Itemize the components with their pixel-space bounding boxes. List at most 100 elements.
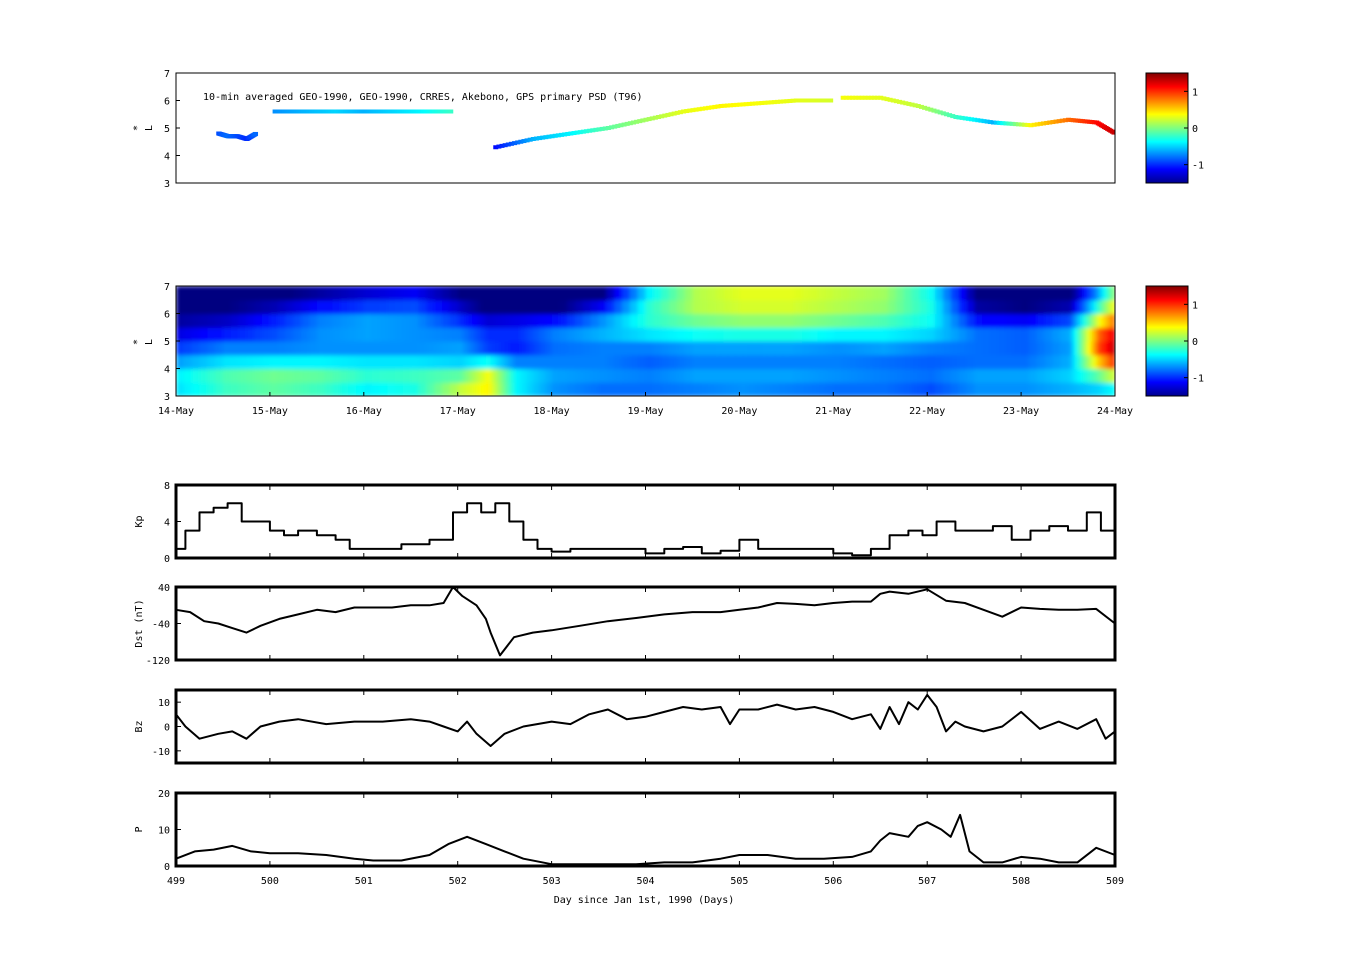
heatmap-cell [402, 327, 412, 342]
heatmap-cell [1005, 313, 1014, 328]
psd-point [1006, 121, 1012, 126]
heatmap-cell [903, 286, 913, 301]
heatmap-cell [199, 313, 208, 328]
heatmap-cell [539, 354, 546, 370]
psd-point [1050, 120, 1056, 125]
psd-point [303, 109, 309, 114]
heatmap-cell [935, 313, 944, 328]
y-tick-label: 4 [164, 518, 170, 529]
psd-point [621, 122, 627, 127]
heatmap-cell [504, 286, 510, 301]
heatmap-cell [1028, 299, 1038, 315]
heatmap-cell [817, 368, 827, 383]
heatmap-cell [309, 354, 318, 370]
heatmap-cell [989, 327, 999, 342]
heatmap-cell [606, 368, 615, 383]
heatmap-cell [199, 299, 208, 315]
heatmap-cell [1068, 327, 1074, 342]
heatmap-cell [903, 382, 913, 396]
heatmap-cell [606, 354, 615, 370]
heatmap-cell [645, 313, 654, 328]
heatmap-cell [442, 354, 451, 370]
psd-point [696, 107, 702, 112]
heatmap-cell [1028, 313, 1038, 328]
heatmap-cell [614, 341, 623, 356]
heatmap-cell [668, 382, 678, 396]
heatmap-cell [495, 299, 501, 315]
heatmap-cell [499, 299, 506, 315]
heatmap-cell [692, 286, 701, 301]
heatmap-cell [582, 286, 592, 301]
x-tick-label: 504 [636, 876, 654, 887]
axes-frame [175, 72, 1116, 184]
heatmap-cell [809, 341, 819, 356]
heatmap-cell [340, 382, 349, 396]
kp-series-line [176, 502, 1116, 557]
psd-point [496, 144, 502, 149]
heatmap-cell [545, 382, 553, 396]
heatmap-cell [324, 354, 334, 370]
heatmap-cell [293, 368, 302, 383]
heatmap-cell [410, 299, 420, 315]
heatmap-cell [509, 286, 515, 301]
heatmap-cell [1096, 299, 1100, 315]
heatmap-cell [545, 341, 553, 356]
heatmap-cell [1021, 313, 1030, 328]
heatmap-cell [485, 313, 492, 328]
psd-point [317, 109, 323, 114]
heatmap-cell [418, 382, 427, 396]
heatmap-cell [841, 299, 850, 315]
heatmap-cell [269, 299, 279, 315]
heatmap-cell [809, 313, 819, 328]
heatmap-cell [856, 354, 866, 370]
heatmap-cell [653, 382, 662, 396]
heatmap-cell [645, 299, 654, 315]
heatmap-cell [207, 299, 216, 315]
y-tick-label: 20 [158, 789, 170, 800]
heatmap-cell [410, 341, 420, 356]
heatmap-cell [495, 382, 501, 396]
heatmap-cell [191, 286, 201, 301]
psd-point [928, 107, 934, 112]
psd-point [718, 104, 724, 108]
psd-point [1053, 119, 1059, 124]
heatmap-cell [514, 341, 521, 356]
heatmap-cell [598, 382, 607, 396]
heatmap-cell [449, 341, 459, 356]
heatmap-cell [499, 368, 506, 383]
psd-point [940, 111, 946, 116]
heatmap-cell [637, 354, 647, 370]
dst-series-line [175, 586, 1116, 657]
heatmap-cell [418, 286, 427, 301]
heatmap-cell [551, 368, 561, 383]
heatmap-cell [495, 341, 501, 356]
heatmap-cell [269, 382, 279, 396]
heatmap-cell [285, 341, 294, 356]
x-tick-label: 500 [261, 876, 279, 887]
psd-point [1111, 130, 1115, 135]
heatmap-cell [864, 313, 874, 328]
heatmap-cell [958, 354, 967, 370]
heatmap-cell [958, 299, 967, 315]
heatmap-cell [817, 286, 827, 301]
psd-point [308, 109, 314, 114]
heatmap-cell [1086, 313, 1093, 328]
heatmap-cell [606, 299, 615, 315]
heatmap-cell [285, 382, 294, 396]
heatmap-cell [1044, 327, 1053, 342]
heatmap-cell [708, 313, 717, 328]
x-tick-label: 507 [918, 876, 936, 887]
heatmap-cell [942, 299, 952, 315]
heatmap-cell [222, 368, 232, 383]
heatmap-cell [700, 341, 709, 356]
heatmap-cell [1102, 327, 1107, 342]
heatmap-cell [504, 341, 510, 356]
heatmap-cell [590, 286, 600, 301]
psd-point [821, 98, 827, 103]
heatmap-cell [434, 354, 443, 370]
heatmap-cell [1082, 327, 1088, 342]
heatmap-cell [622, 286, 631, 301]
heatmap-cell [402, 341, 412, 356]
heatmap-cell [363, 382, 373, 396]
heatmap-cell [1028, 341, 1038, 356]
